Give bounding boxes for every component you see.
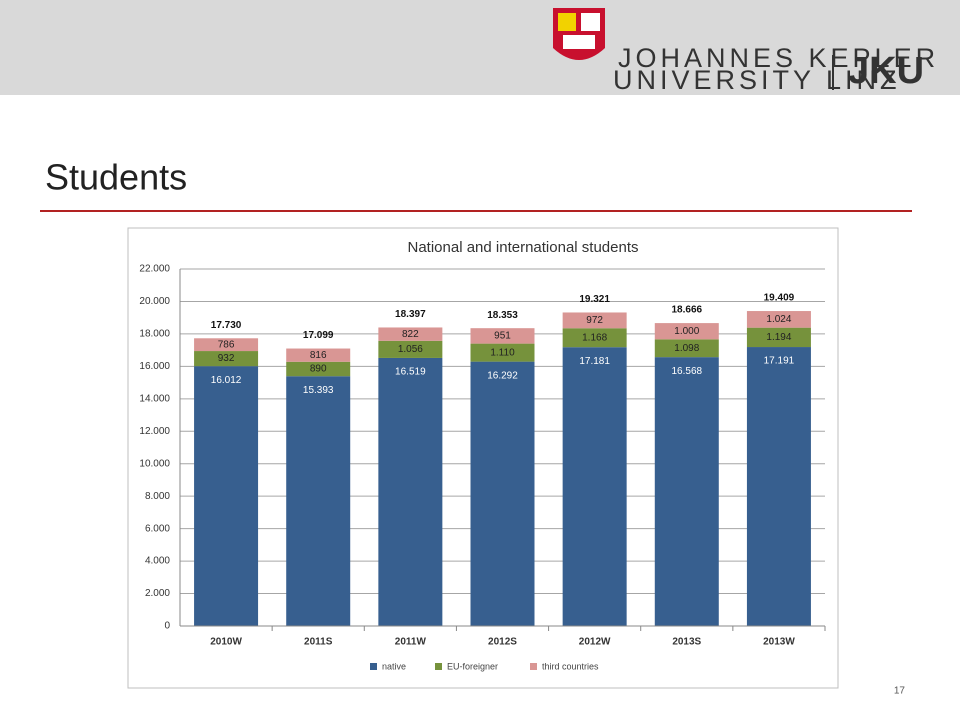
value-label: 1.024 xyxy=(766,314,791,325)
bar-segment xyxy=(470,343,535,362)
header-band xyxy=(0,0,960,95)
value-label: 1.000 xyxy=(674,326,699,337)
y-tick-label: 0 xyxy=(164,621,170,632)
bar-segment xyxy=(562,328,627,348)
value-label: 786 xyxy=(218,339,235,350)
bar-segment xyxy=(562,347,627,626)
total-label: 18.666 xyxy=(671,305,702,316)
x-tick-label: 2012S xyxy=(488,637,517,648)
bar-segment xyxy=(194,338,259,352)
bar-segment xyxy=(746,347,811,626)
x-tick-label: 2013W xyxy=(763,637,795,648)
bar-segment xyxy=(470,361,535,626)
y-tick-label: 14.000 xyxy=(139,393,170,404)
page-number: 17 xyxy=(894,686,906,697)
bar-segment xyxy=(746,311,811,328)
y-tick-label: 2.000 xyxy=(145,588,170,599)
y-tick-label: 4.000 xyxy=(145,556,170,567)
value-label: 1.110 xyxy=(490,347,515,358)
legend-label: native xyxy=(382,661,406,671)
logo-short: JKU xyxy=(848,50,924,92)
value-label: 17.181 xyxy=(579,356,610,367)
total-label: 18.397 xyxy=(395,309,426,320)
bar-segment xyxy=(194,351,259,367)
logo-text: UNIVERSITY LINZ xyxy=(613,65,901,95)
value-label: 972 xyxy=(586,315,603,326)
value-label: 16.292 xyxy=(487,370,518,381)
x-tick-label: 2011S xyxy=(304,637,333,648)
legend-label: third countries xyxy=(542,661,599,671)
y-tick-label: 18.000 xyxy=(139,329,170,340)
value-label: 816 xyxy=(310,350,327,361)
value-label: 1.168 xyxy=(582,332,607,343)
bar-segment xyxy=(654,323,719,340)
bar-segment xyxy=(286,376,351,626)
total-label: 19.321 xyxy=(579,294,610,305)
value-label: 17.191 xyxy=(764,356,795,367)
bar-segment xyxy=(746,327,811,348)
value-label: 16.519 xyxy=(395,367,426,378)
bar-segment xyxy=(470,328,535,344)
y-tick-label: 16.000 xyxy=(139,361,170,372)
bar-segment xyxy=(562,312,627,329)
total-label: 17.730 xyxy=(211,320,242,331)
value-label: 890 xyxy=(310,364,327,375)
value-label: 15.393 xyxy=(303,385,334,396)
y-tick-label: 20.000 xyxy=(139,296,170,307)
slide-title: Students xyxy=(45,157,187,198)
x-tick-label: 2013S xyxy=(672,637,701,648)
value-label: 16.012 xyxy=(211,375,242,386)
value-label: 822 xyxy=(402,329,419,340)
value-label: 932 xyxy=(218,353,235,364)
y-tick-label: 22.000 xyxy=(139,264,170,275)
value-label: 1.194 xyxy=(766,332,791,343)
y-tick-label: 10.000 xyxy=(139,458,170,469)
legend-label: EU-foreigner xyxy=(447,661,498,671)
x-tick-label: 2012W xyxy=(579,637,611,648)
total-label: 18.353 xyxy=(487,310,518,321)
bar-segment xyxy=(654,357,719,626)
y-tick-label: 6.000 xyxy=(145,523,170,534)
legend-swatch xyxy=(435,663,442,670)
value-label: 1.056 xyxy=(398,344,423,355)
bar-segment xyxy=(378,340,443,358)
value-label: 16.568 xyxy=(671,366,702,377)
value-label: 1.098 xyxy=(674,343,699,354)
value-label: 951 xyxy=(494,331,511,342)
x-tick-label: 2011W xyxy=(395,637,427,648)
chart-title: National and international students xyxy=(408,239,639,256)
bar-segment xyxy=(286,348,351,362)
x-tick-label: 2010W xyxy=(210,637,242,648)
bar-segment xyxy=(194,366,259,626)
bar-segment xyxy=(654,339,719,358)
y-tick-label: 8.000 xyxy=(145,491,170,502)
total-label: 17.099 xyxy=(303,330,334,341)
total-label: 19.409 xyxy=(764,293,795,304)
bar-segment xyxy=(378,357,443,626)
legend-swatch xyxy=(370,663,377,670)
bar-segment xyxy=(378,327,443,341)
bar-segment xyxy=(286,361,351,377)
y-tick-label: 12.000 xyxy=(139,426,170,437)
legend-swatch xyxy=(530,663,537,670)
logo-shield xyxy=(553,8,605,60)
logo-text: JOHANNES KEPLER xyxy=(618,43,939,73)
